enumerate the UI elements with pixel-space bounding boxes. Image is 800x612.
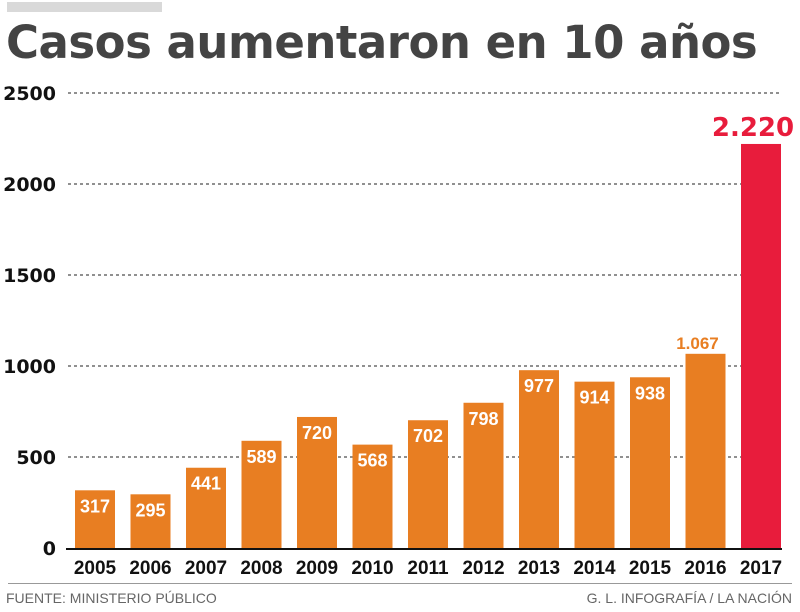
bar [463,402,504,548]
data-label: 2.220 [712,113,794,143]
y-tick-label: 500 [16,447,56,469]
x-tick-label: 2013 [518,558,560,579]
bar [297,416,337,548]
bar [241,440,282,548]
x-tick-label: 2009 [296,558,338,579]
data-label: 589 [246,447,276,467]
data-label: 1.067 [676,334,719,353]
x-tick-label: 2005 [74,558,117,579]
data-label: 720 [302,423,332,443]
data-label: 702 [413,426,443,446]
data-label: 914 [579,388,609,408]
source-note: FUENTE: MINISTERIO PÚBLICO [6,590,217,606]
y-tick-label: 0 [43,538,56,560]
x-tick-label: 2012 [462,558,504,579]
decorative-top-bar [7,2,162,12]
data-label: 977 [524,376,554,396]
y-tick-label: 1000 [3,356,56,378]
bar [630,377,670,548]
data-label: 798 [468,409,498,429]
x-tick-label: 2014 [573,558,616,579]
bar [685,353,726,548]
y-tick-label: 1500 [3,265,56,287]
bar [741,143,781,548]
x-tick-label: 2010 [351,558,393,579]
x-tick-label: 2017 [740,558,782,579]
data-label: 568 [357,451,387,471]
x-tick-label: 2006 [129,558,171,579]
chart-title: Casos aumentaron en 10 años [6,16,758,69]
bar [574,381,615,548]
x-tick-label: 2011 [407,558,449,579]
data-label: 295 [135,500,165,520]
bar [519,370,559,548]
data-label: 317 [80,496,110,516]
x-tick-label: 2008 [240,558,282,579]
x-tick-label: 2015 [629,558,672,579]
data-label: 938 [635,383,665,403]
y-tick-label: 2500 [3,83,56,105]
y-tick-label: 2000 [3,174,56,196]
data-label: 441 [191,474,221,494]
x-tick-label: 2007 [185,558,227,579]
x-tick-label: 2016 [684,558,726,579]
bar [408,420,448,548]
bar [75,490,115,548]
footer-divider [8,583,792,584]
bar [352,444,393,548]
bar [186,467,226,548]
bar [130,494,171,548]
credit-note: G. L. INFOGRAFÍA / LA NACIÓN [586,590,792,606]
